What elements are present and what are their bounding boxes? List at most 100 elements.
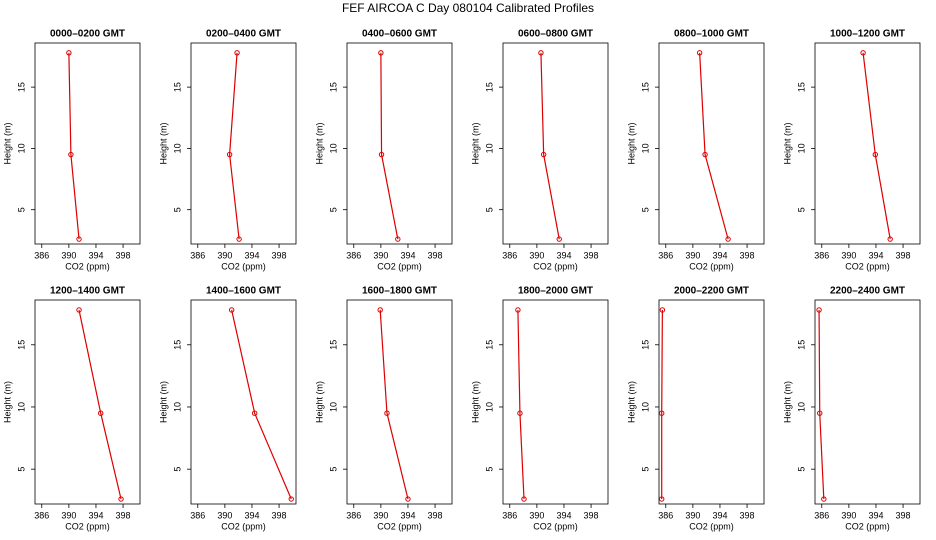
y-tick-label: 15 — [796, 340, 806, 350]
y-tick-label: 10 — [16, 143, 26, 153]
panel-title: 0000–0200 GMT — [50, 29, 125, 40]
main-title: FEF AIRCOA C Day 080104 Calibrated Profi… — [342, 1, 594, 15]
x-tick-label: 390 — [61, 510, 76, 520]
y-tick-label: 5 — [484, 207, 494, 212]
x-tick-label: 390 — [685, 510, 700, 520]
x-tick-label: 386 — [34, 510, 49, 520]
y-tick-label: 5 — [484, 467, 494, 472]
data-point — [378, 151, 385, 158]
data-point — [118, 496, 124, 502]
x-axis-label: CO2 (ppm) — [689, 521, 734, 531]
x-tick-label: 390 — [685, 250, 700, 260]
x-axis-label: CO2 (ppm) — [65, 261, 110, 271]
panel-title: 2200–2400 GMT — [830, 286, 905, 297]
x-tick-label: 390 — [217, 510, 232, 520]
y-tick-label: 5 — [16, 207, 26, 212]
plot-frame — [814, 299, 921, 505]
y-tick-label: 10 — [172, 402, 182, 412]
data-point — [384, 410, 390, 416]
y-tick-label: 15 — [172, 340, 182, 350]
x-tick-label: 398 — [272, 510, 287, 520]
data-point — [816, 307, 822, 313]
x-axis-label: CO2 (ppm) — [689, 261, 734, 271]
data-point — [521, 496, 527, 502]
y-tick-label: 10 — [484, 402, 494, 412]
data-point — [378, 50, 384, 56]
x-tick-label: 398 — [896, 510, 911, 520]
x-tick-label: 398 — [116, 250, 131, 260]
x-tick-label: 386 — [814, 510, 829, 520]
data-point — [395, 236, 401, 242]
x-tick-label: 394 — [400, 250, 415, 260]
data-point — [377, 307, 383, 313]
x-tick-label: 386 — [814, 250, 829, 260]
y-axis-label: Height (m) — [782, 381, 792, 423]
y-tick-label: 15 — [484, 82, 494, 92]
data-point — [556, 236, 562, 242]
x-tick-label: 386 — [34, 250, 49, 260]
y-axis-label: Height (m) — [470, 122, 480, 164]
plot-frame — [658, 299, 765, 505]
y-tick-label: 15 — [172, 82, 182, 92]
data-point — [860, 50, 866, 56]
x-tick-label: 386 — [502, 250, 517, 260]
x-tick-label: 390 — [841, 510, 856, 520]
y-axis-label: Height (m) — [2, 122, 12, 164]
panel-title: 0600–0800 GMT — [518, 29, 593, 40]
y-tick-label: 10 — [328, 143, 338, 153]
x-tick-label: 390 — [529, 510, 544, 520]
panel-title: 1400–1600 GMT — [206, 286, 281, 297]
y-tick-label: 15 — [16, 340, 26, 350]
data-point — [517, 410, 523, 416]
y-axis-label: Height (m) — [626, 381, 636, 423]
x-tick-label: 390 — [217, 250, 232, 260]
x-tick-label: 390 — [61, 250, 76, 260]
data-point — [515, 307, 521, 313]
x-tick-label: 386 — [346, 250, 361, 260]
plot-frame — [502, 42, 609, 245]
y-tick-label: 15 — [16, 82, 26, 92]
x-tick-label: 386 — [346, 510, 361, 520]
y-axis-label: Height (m) — [158, 381, 168, 423]
x-tick-label: 394 — [712, 250, 727, 260]
data-point — [817, 410, 823, 416]
y-tick-label: 10 — [328, 402, 338, 412]
x-tick-label: 394 — [244, 250, 259, 260]
x-tick-label: 390 — [373, 250, 388, 260]
x-tick-label: 398 — [896, 250, 911, 260]
y-tick-label: 5 — [640, 207, 650, 212]
x-tick-label: 398 — [428, 250, 443, 260]
data-point — [251, 410, 258, 416]
profile-line — [517, 309, 525, 500]
data-point — [226, 151, 233, 158]
y-tick-label: 5 — [172, 207, 182, 212]
profile-line — [78, 309, 122, 500]
data-point — [540, 151, 547, 158]
y-tick-label: 15 — [640, 340, 650, 350]
y-axis-label: Height (m) — [314, 122, 324, 164]
plot-frame — [190, 42, 297, 245]
x-tick-label: 394 — [244, 510, 259, 520]
profile-line — [661, 309, 663, 500]
y-tick-label: 5 — [328, 207, 338, 212]
data-point — [887, 236, 893, 242]
profile-line — [862, 52, 891, 240]
panel-title: 1200–1400 GMT — [50, 286, 125, 297]
y-axis-label: Height (m) — [158, 122, 168, 164]
data-point — [234, 50, 240, 56]
x-axis-label: CO2 (ppm) — [533, 521, 578, 531]
x-tick-label: 390 — [529, 250, 544, 260]
y-tick-label: 10 — [640, 402, 650, 412]
x-axis-label: CO2 (ppm) — [65, 521, 110, 531]
panel-title: 1600–1800 GMT — [362, 286, 437, 297]
data-point — [76, 307, 82, 313]
x-axis-label: CO2 (ppm) — [377, 521, 422, 531]
x-axis-label: CO2 (ppm) — [533, 261, 578, 271]
panel-title: 0800–1000 GMT — [674, 29, 749, 40]
x-tick-label: 386 — [658, 250, 673, 260]
y-axis-label: Height (m) — [470, 381, 480, 423]
x-tick-label: 386 — [190, 510, 205, 520]
profile-line — [699, 52, 729, 240]
x-tick-label: 386 — [190, 250, 205, 260]
plot-frame — [346, 42, 453, 245]
